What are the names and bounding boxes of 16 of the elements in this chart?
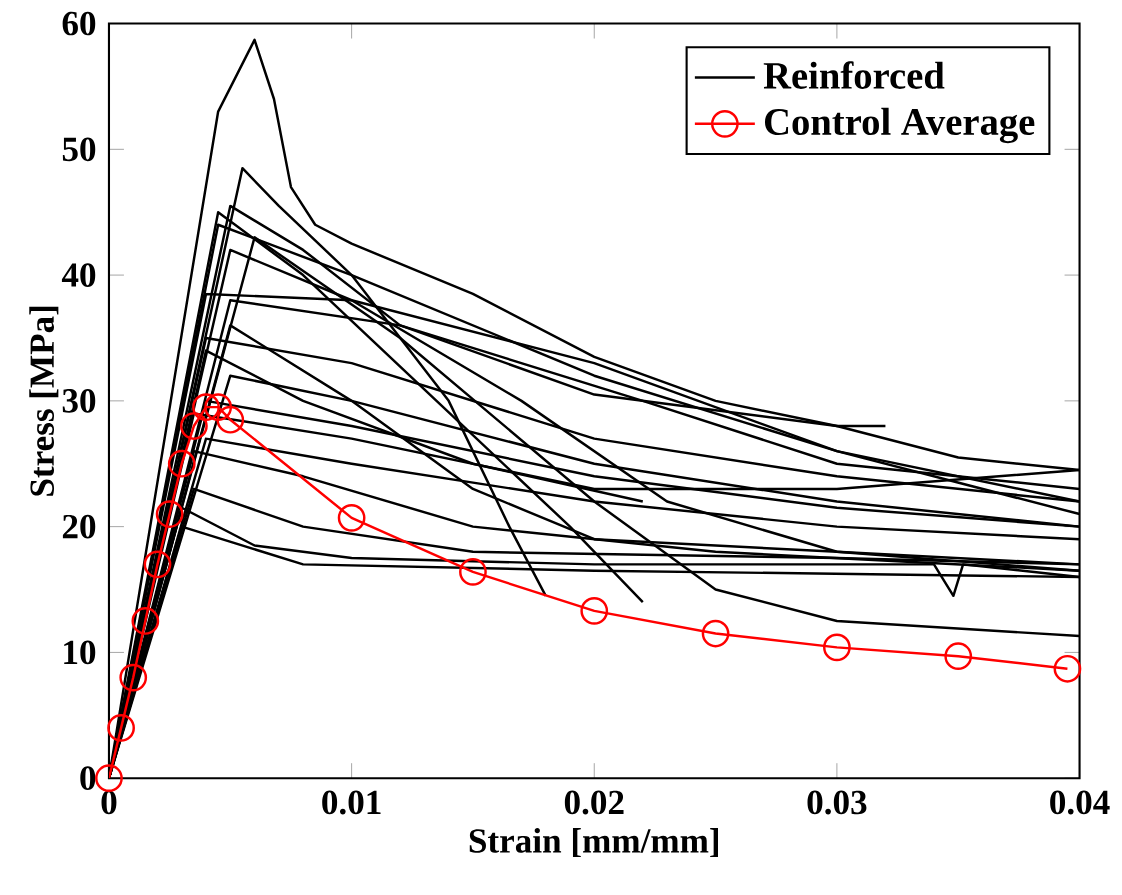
y-tick-label: 60: [62, 11, 96, 36]
x-axis-title: Strain [mm/mm]: [469, 827, 718, 858]
legend-label: Control Average: [764, 107, 1035, 144]
legend-label: Reinforced: [763, 61, 945, 89]
y-tick-label: 30: [62, 388, 96, 413]
y-tick-label: 20: [62, 514, 96, 539]
y-axis-title: Stress [MPa]: [29, 306, 59, 496]
x-tick-label: 0.03: [807, 790, 867, 815]
y-tick-label: 0: [80, 766, 96, 790]
x-tick-label: 0.02: [564, 790, 624, 815]
x-tick-label: 0.04: [1050, 790, 1110, 815]
y-tick-label: 50: [62, 137, 96, 162]
y-tick-label: 10: [64, 640, 96, 665]
x-tick-label: 0: [101, 790, 117, 815]
x-tick-label: 0.01: [322, 790, 381, 815]
y-tick-label: 40: [61, 263, 96, 287]
